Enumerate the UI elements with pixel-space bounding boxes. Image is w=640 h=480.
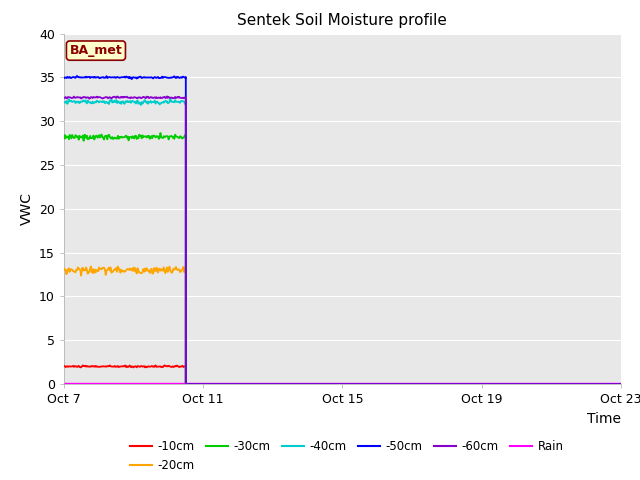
-50cm — [73, 73, 81, 79]
-10cm — [60, 363, 68, 369]
-50cm — [77, 75, 84, 81]
-30cm — [60, 136, 68, 142]
-20cm — [60, 266, 68, 272]
-40cm — [617, 381, 625, 387]
-40cm — [86, 100, 94, 106]
-30cm — [119, 134, 127, 140]
-60cm — [119, 94, 127, 100]
-30cm — [76, 133, 83, 139]
-40cm — [76, 100, 83, 106]
-30cm — [86, 133, 94, 139]
-60cm — [77, 96, 85, 101]
Title: Sentek Soil Moisture profile: Sentek Soil Moisture profile — [237, 13, 447, 28]
Line: -30cm: -30cm — [64, 133, 621, 384]
Line: -10cm: -10cm — [64, 365, 621, 384]
-10cm — [77, 364, 85, 370]
-60cm — [163, 94, 171, 99]
-20cm — [76, 266, 83, 272]
Line: -20cm: -20cm — [64, 266, 621, 384]
-30cm — [182, 381, 189, 387]
-10cm — [122, 362, 129, 368]
-30cm — [617, 381, 625, 387]
-60cm — [109, 94, 117, 100]
-40cm — [77, 99, 85, 105]
-60cm — [589, 381, 597, 387]
-10cm — [109, 364, 117, 370]
-10cm — [76, 364, 83, 370]
-30cm — [157, 130, 164, 136]
Line: -60cm: -60cm — [64, 96, 621, 384]
Text: BA_met: BA_met — [70, 44, 122, 57]
-20cm — [589, 381, 597, 387]
-10cm — [617, 381, 625, 387]
-20cm — [120, 268, 127, 274]
-20cm — [114, 264, 122, 269]
Y-axis label: VWC: VWC — [20, 192, 33, 225]
-10cm — [589, 381, 597, 387]
-50cm — [589, 381, 597, 387]
-60cm — [86, 95, 94, 101]
-10cm — [182, 381, 189, 387]
-60cm — [182, 381, 189, 387]
-50cm — [617, 381, 625, 387]
X-axis label: Time: Time — [587, 411, 621, 426]
-50cm — [182, 381, 189, 387]
-50cm — [87, 74, 95, 80]
-10cm — [119, 364, 127, 370]
-50cm — [110, 74, 118, 80]
-40cm — [589, 381, 597, 387]
-40cm — [166, 96, 174, 101]
Line: -40cm: -40cm — [64, 98, 621, 384]
-20cm — [182, 381, 189, 387]
-20cm — [77, 273, 85, 278]
-60cm — [617, 381, 625, 387]
Legend: -10cm, -20cm, -30cm, -40cm, -50cm, -60cm, Rain: -10cm, -20cm, -30cm, -40cm, -50cm, -60cm… — [125, 435, 568, 477]
-60cm — [60, 95, 68, 101]
-60cm — [76, 95, 83, 100]
-40cm — [60, 100, 68, 106]
-20cm — [617, 381, 625, 387]
-40cm — [109, 98, 117, 104]
-30cm — [109, 136, 117, 142]
-10cm — [86, 363, 94, 369]
-40cm — [119, 98, 127, 104]
-30cm — [589, 381, 597, 387]
Line: -50cm: -50cm — [64, 76, 621, 384]
-40cm — [182, 381, 189, 387]
-50cm — [120, 74, 127, 80]
-20cm — [86, 265, 94, 271]
-30cm — [77, 135, 85, 141]
-20cm — [109, 269, 117, 275]
-50cm — [78, 75, 86, 81]
-50cm — [60, 75, 68, 81]
